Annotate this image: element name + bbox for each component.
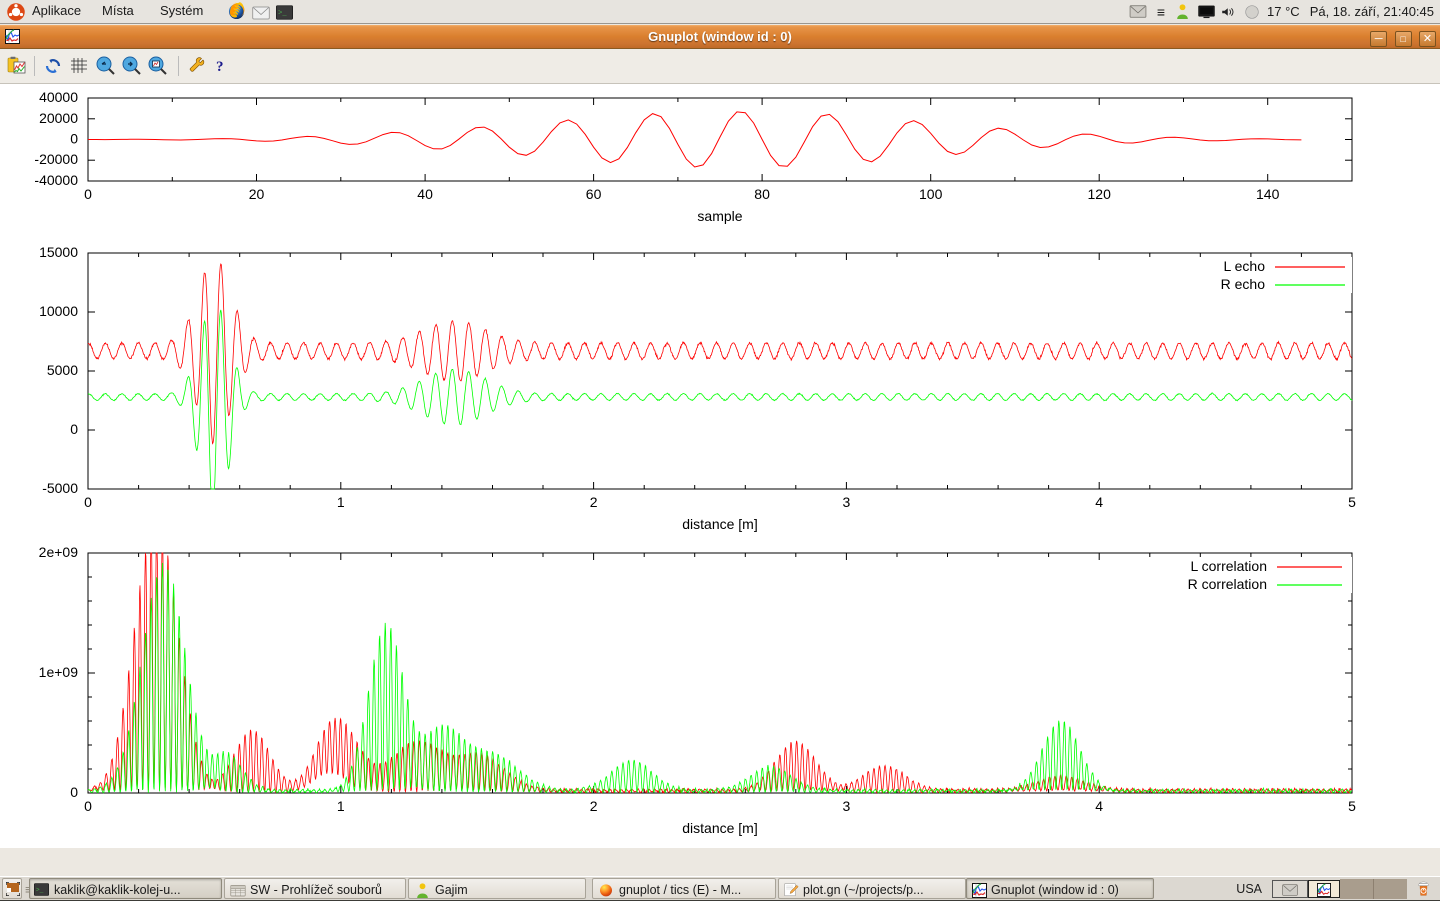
svg-text:4: 4 (1095, 494, 1103, 510)
svg-text:1: 1 (337, 494, 345, 510)
svg-text:>_: >_ (278, 10, 287, 18)
svg-text:-20000: -20000 (34, 151, 78, 167)
svg-text:sample: sample (697, 208, 742, 224)
svg-text:80: 80 (754, 186, 770, 202)
svg-text:120: 120 (1088, 186, 1112, 202)
svg-text:2e+09: 2e+09 (39, 544, 79, 560)
svg-text:0: 0 (70, 421, 78, 437)
svg-text:60: 60 (586, 186, 602, 202)
svg-text:4: 4 (1095, 798, 1103, 814)
svg-text:?: ? (216, 59, 224, 74)
svg-text:10000: 10000 (39, 303, 78, 319)
svg-text:0: 0 (70, 131, 78, 147)
svg-text:5: 5 (1348, 494, 1356, 510)
svg-text:-5000: -5000 (42, 480, 78, 496)
svg-text:20000: 20000 (39, 110, 78, 126)
svg-text:0: 0 (84, 798, 92, 814)
svg-text:15000: 15000 (39, 244, 78, 260)
svg-text:0: 0 (84, 494, 92, 510)
svg-text:R echo: R echo (1221, 276, 1266, 292)
svg-text:40: 40 (417, 186, 433, 202)
svg-text:100: 100 (919, 186, 943, 202)
svg-text:L correlation: L correlation (1190, 558, 1267, 574)
svg-text:-40000: -40000 (34, 172, 78, 188)
svg-text:R correlation: R correlation (1188, 576, 1267, 592)
svg-text:3: 3 (843, 798, 851, 814)
svg-text:5000: 5000 (47, 362, 78, 378)
svg-text:distance [m]: distance [m] (682, 516, 757, 532)
svg-text:40000: 40000 (39, 89, 78, 105)
svg-text:140: 140 (1256, 186, 1280, 202)
svg-text:>_: >_ (36, 886, 44, 893)
svg-text:0: 0 (84, 186, 92, 202)
svg-text:0: 0 (70, 784, 78, 800)
svg-text:3: 3 (843, 494, 851, 510)
svg-text:20: 20 (249, 186, 265, 202)
svg-text:2: 2 (590, 494, 598, 510)
svg-text:5: 5 (1348, 798, 1356, 814)
svg-text:L echo: L echo (1223, 258, 1265, 274)
svg-text:1e+09: 1e+09 (39, 664, 79, 680)
svg-text:distance [m]: distance [m] (682, 820, 757, 836)
svg-text:2: 2 (590, 798, 598, 814)
svg-text:1: 1 (337, 798, 345, 814)
